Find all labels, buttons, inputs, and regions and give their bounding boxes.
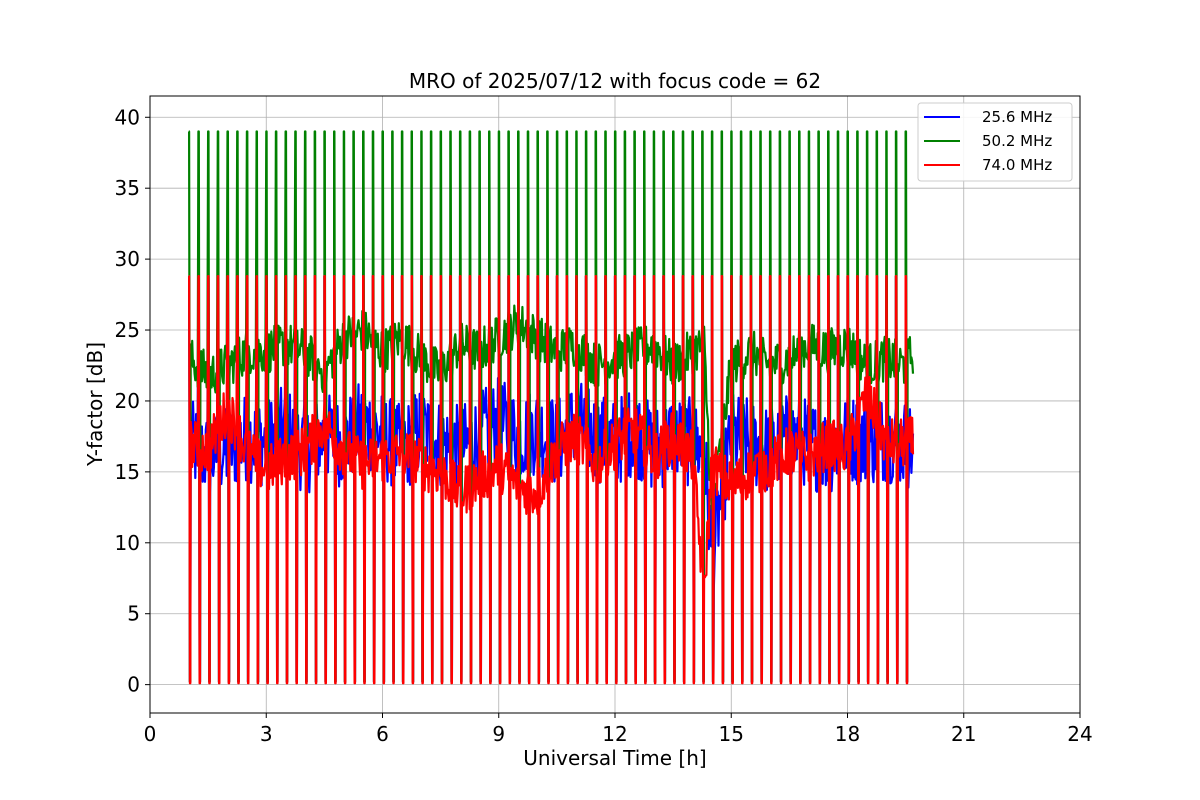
y-tick-label: 10: [115, 531, 140, 555]
y-tick-label: 5: [127, 602, 140, 626]
plot-series: [188, 130, 915, 685]
y-axis-label: Y-factor [dB]: [83, 342, 107, 467]
y-tick-label: 30: [115, 247, 140, 271]
y-tick-label: 15: [115, 460, 140, 484]
x-tick-label: 24: [1067, 722, 1092, 746]
x-tick-label: 3: [260, 722, 273, 746]
legend-label-25-6: 25.6 MHz: [982, 108, 1052, 126]
y-tick-label: 0: [127, 673, 140, 697]
legend-box: [917, 102, 1073, 182]
x-tick-label: 9: [492, 722, 505, 746]
x-tick-label: 0: [144, 722, 157, 746]
y-tick-label: 35: [115, 176, 140, 200]
x-axis-label: Universal Time [h]: [523, 746, 706, 770]
series-line-50-2-mhz: [188, 130, 915, 683]
series-line-74-0-mhz: [188, 275, 915, 685]
x-tick-label: 6: [376, 722, 389, 746]
legend-label-74-0: 74.0 MHz: [982, 156, 1052, 174]
chart-title: MRO of 2025/07/12 with focus code = 62: [409, 69, 821, 93]
x-tick-label: 12: [602, 722, 627, 746]
y-tick-label: 25: [115, 318, 140, 342]
y-tick-label: 20: [115, 389, 140, 413]
x-tick-label: 18: [835, 722, 860, 746]
x-tick-label: 21: [951, 722, 976, 746]
y-tick-label: 40: [115, 105, 140, 129]
legend: 25.6 MHz 50.2 MHz 74.0 MHz: [917, 102, 1073, 182]
legend-label-50-2: 50.2 MHz: [982, 132, 1052, 150]
x-tick-label: 15: [719, 722, 744, 746]
axis-ticks: 0 3 6 9 12 15 18 21 24 0 5 10 15 20 25 30 35 40: [115, 105, 1093, 746]
